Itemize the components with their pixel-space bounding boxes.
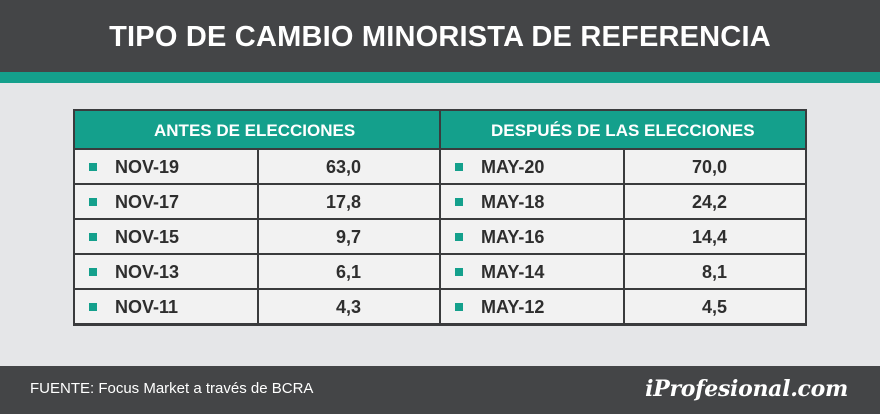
brand-logo: iProfesional.com — [645, 376, 848, 402]
row-label: MAY-14 — [481, 262, 545, 282]
row-label: NOV-15 — [115, 227, 180, 247]
group-header-before: ANTES DE ELECCIONES — [75, 111, 439, 148]
column-divider — [257, 290, 259, 323]
table-group-before: ANTES DE ELECCIONES NOV-19 63,0 NOV-17 17,8… — [75, 111, 439, 324]
square-bullet-icon — [455, 233, 463, 241]
square-bullet-icon — [89, 198, 97, 206]
column-divider — [257, 255, 259, 288]
table-row: NOV-11 4,3 — [75, 290, 439, 323]
row-value: 6,1 — [335, 262, 361, 282]
column-divider — [257, 220, 259, 253]
square-bullet-icon — [455, 268, 463, 276]
square-bullet-icon — [455, 163, 463, 171]
table-row: MAY-16 14,4 — [441, 220, 805, 253]
row-label: MAY-18 — [481, 192, 545, 212]
row-value: 4,3 — [335, 297, 361, 317]
table-row: NOV-17 17,8 — [75, 185, 439, 218]
table-row: NOV-13 6,1 — [75, 255, 439, 288]
row-label: MAY-20 — [481, 157, 545, 177]
table-row: MAY-18 24,2 — [441, 185, 805, 218]
square-bullet-icon — [89, 303, 97, 311]
row-label: NOV-13 — [115, 262, 180, 282]
square-bullet-icon — [455, 303, 463, 311]
header-bar: TIPO DE CAMBIO MINORISTA DE REFERENCIA — [0, 0, 880, 72]
table-row: MAY-12 4,5 — [441, 290, 805, 323]
column-divider — [623, 150, 625, 183]
column-divider — [623, 255, 625, 288]
column-divider — [257, 150, 259, 183]
exchange-rate-table: ANTES DE ELECCIONES NOV-19 63,0 NOV-17 17,8… — [73, 109, 807, 326]
row-value: 14,4 — [691, 227, 727, 247]
row-value: 8,1 — [701, 262, 727, 282]
square-bullet-icon — [455, 198, 463, 206]
row-label: MAY-12 — [481, 297, 545, 317]
row-label: NOV-17 — [115, 192, 180, 212]
square-bullet-icon — [89, 268, 97, 276]
accent-bar — [0, 72, 880, 83]
row-label: NOV-11 — [115, 297, 179, 317]
row-value: 70,0 — [691, 157, 727, 177]
square-bullet-icon — [89, 163, 97, 171]
column-divider — [257, 185, 259, 218]
square-bullet-icon — [89, 233, 97, 241]
table-row: NOV-19 63,0 — [75, 150, 439, 183]
source-note: FUENTE: Focus Market a través de BCRA — [30, 380, 314, 397]
row-value: 63,0 — [325, 157, 361, 177]
row-label: MAY-16 — [481, 227, 545, 247]
footer-bar: FUENTE: Focus Market a través de BCRA iP… — [0, 366, 880, 414]
row-label: NOV-19 — [115, 157, 180, 177]
group-header-after: DESPUÉS DE LAS ELECCIONES — [441, 111, 805, 148]
row-value: 17,8 — [325, 192, 361, 212]
table-row: MAY-20 70,0 — [441, 150, 805, 183]
column-divider — [623, 220, 625, 253]
column-divider — [623, 185, 625, 218]
row-value: 24,2 — [691, 192, 727, 212]
table-row: NOV-15 9,7 — [75, 220, 439, 253]
table-row: MAY-14 8,1 — [441, 255, 805, 288]
page-title: TIPO DE CAMBIO MINORISTA DE REFERENCIA — [109, 21, 771, 53]
table-group-after: DESPUÉS DE LAS ELECCIONES MAY-20 70,0 MAY-… — [441, 111, 805, 324]
column-divider — [623, 290, 625, 323]
row-value: 9,7 — [335, 227, 361, 247]
row-value: 4,5 — [701, 297, 727, 317]
